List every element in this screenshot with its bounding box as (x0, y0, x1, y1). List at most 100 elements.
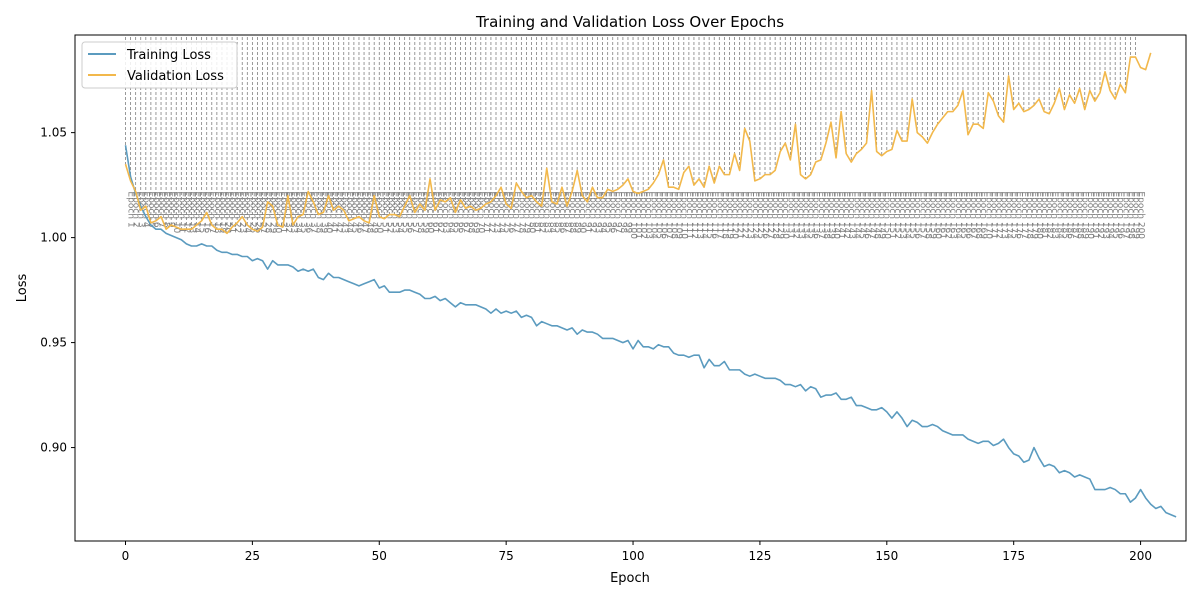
epoch-marker-label: Epoch 182 (1044, 191, 1054, 239)
epoch-marker-label: Epoch 126 (760, 191, 770, 239)
epoch-marker-label: Epoch 81 (532, 191, 542, 233)
y-axis-label: Loss (15, 274, 30, 303)
epoch-marker-label: Epoch 114 (699, 191, 709, 239)
x-axis-ticks: 0 25 50 75 100 125 150 175 200 (122, 541, 1152, 563)
x-tick-label: 100 (622, 549, 645, 563)
epoch-marker-label: Epoch 134 (801, 191, 811, 239)
epoch-marker-label: Epoch 154 (902, 191, 912, 239)
epoch-marker-label: Epoch 111 (684, 191, 694, 239)
epoch-marker-label: Epoch 4 (141, 191, 151, 227)
epoch-marker-label: Epoch 136 (811, 191, 821, 239)
epoch-marker-label: Epoch 165 (958, 191, 968, 239)
epoch-marker-label: Epoch 178 (1024, 191, 1034, 239)
epoch-marker-label: Epoch 63 (440, 191, 450, 233)
y-axis-ticks: 0.90 0.95 1.00 1.05 (40, 126, 75, 455)
epoch-marker-label: Epoch 96 (608, 191, 618, 233)
epoch-marker-label: Epoch 68 (466, 191, 476, 233)
epoch-marker-label: Epoch 164 (953, 191, 963, 239)
epoch-marker-label: Epoch 200 (1136, 191, 1146, 239)
y-tick-label: 1.05 (40, 126, 67, 140)
epoch-marker-label: Epoch 121 (735, 191, 745, 239)
epoch-marker-label: Epoch 128 (770, 191, 780, 239)
epoch-marker-label: Epoch 145 (856, 191, 866, 239)
epoch-marker-label: Epoch 142 (841, 191, 851, 239)
x-tick-label: 50 (372, 549, 387, 563)
epoch-marker-label: Epoch 161 (938, 191, 948, 239)
epoch-marker-label: Epoch 150 (882, 191, 892, 239)
epoch-marker-label: Epoch 168 (973, 191, 983, 239)
epoch-marker-label: Epoch 87 (562, 191, 572, 233)
epoch-marker-label: Epoch 101 (633, 191, 643, 239)
legend-box (81, 41, 238, 89)
epoch-marker-label: Epoch 141 (836, 191, 846, 239)
epoch-marker-label: Epoch 1 (126, 191, 136, 227)
epoch-marker-label: Epoch 103 (643, 191, 653, 239)
epoch-marker-label: Epoch 138 (821, 191, 831, 239)
epoch-marker-label: Epoch 171 (988, 191, 998, 239)
y-tick-label: 0.95 (40, 336, 67, 350)
epoch-marker-label: Epoch 62 (435, 191, 445, 233)
epoch-marker-label: Epoch 86 (557, 191, 567, 233)
epoch-marker-label: Epoch 149 (877, 191, 887, 239)
epoch-marker-label: Epoch 32 (283, 191, 293, 233)
epoch-marker-label: Epoch 71 (481, 191, 491, 233)
legend: Training Loss Validation Loss (81, 41, 238, 89)
epoch-marker-label: Epoch 104 (648, 191, 658, 239)
epoch-marker-label: Epoch 153 (897, 191, 907, 239)
epoch-marker-label: Epoch 98 (618, 191, 628, 233)
epoch-marker-label: Epoch 139 (826, 191, 836, 239)
epoch-marker-label: Epoch 167 (968, 191, 978, 239)
epoch-marker-label: Epoch 191 (1090, 191, 1100, 239)
epoch-marker-label: Epoch 175 (1009, 191, 1019, 239)
epoch-marker-label: Epoch 195 (1110, 191, 1120, 239)
x-tick-label: 150 (875, 549, 898, 563)
epoch-marker-label: Epoch 100 (628, 191, 638, 239)
epoch-marker-label: Epoch 198 (1125, 191, 1135, 239)
epoch-marker-label: Epoch 162 (943, 191, 953, 239)
x-tick-label: 175 (1002, 549, 1025, 563)
epoch-marker-label: Epoch 192 (1095, 191, 1105, 239)
epoch-marker-label: Epoch 80 (526, 191, 536, 233)
x-axis-label: Epoch (610, 571, 650, 586)
epoch-marker-label: Epoch 99 (623, 191, 633, 233)
epoch-marker-label: Epoch 77 (511, 191, 521, 233)
epoch-marker-label: Epoch 197 (1120, 191, 1130, 239)
epoch-marker-label: Epoch 37 (308, 191, 318, 233)
x-tick-label: 25 (245, 549, 260, 563)
epoch-marker-label: Epoch 79 (521, 191, 531, 233)
epoch-marker-label: Epoch 193 (1100, 191, 1110, 239)
epoch-marker-label: Epoch 190 (1085, 191, 1095, 239)
epoch-marker-label: Epoch 94 (598, 191, 608, 233)
epoch-marker-label: Epoch 199 (1130, 191, 1140, 239)
epoch-marker-label: Epoch 156 (912, 191, 922, 239)
series-line-validation-loss (124, 52, 1152, 235)
epoch-marker-label: Epoch 108 (669, 191, 679, 239)
epoch-marker-label: Epoch 179 (1029, 191, 1039, 239)
epoch-marker-label: Epoch 130 (780, 191, 790, 239)
epoch-marker-label: Epoch 69 (471, 191, 481, 233)
epoch-marker-label: Epoch 91 (582, 191, 592, 233)
epoch-marker-label: Epoch 189 (1080, 191, 1090, 239)
epoch-marker-label: Epoch 49 (369, 191, 379, 233)
epoch-marker-label: Epoch 36 (303, 191, 313, 233)
epoch-marker-label: Epoch 163 (948, 191, 958, 239)
epoch-marker-label: Epoch 135 (806, 191, 816, 239)
epoch-marker-label: Epoch 106 (658, 191, 668, 239)
epoch-marker-label: Epoch 180 (1034, 191, 1044, 239)
x-tick-label: 75 (499, 549, 514, 563)
epoch-marker-label: Epoch 73 (491, 191, 501, 233)
epoch-marker-label: Epoch 144 (851, 191, 861, 239)
epoch-marker-label: Epoch 157 (917, 191, 927, 239)
epoch-marker-label: Epoch 177 (1019, 191, 1029, 239)
epoch-marker-label: Epoch 117 (714, 191, 724, 239)
y-tick-label: 0.90 (40, 441, 67, 455)
epoch-marker-label: Epoch 43 (339, 191, 349, 233)
epoch-marker-label: Epoch 56 (405, 191, 415, 233)
epoch-marker-label: Epoch 158 (922, 191, 932, 239)
epoch-marker-label: Epoch 72 (486, 191, 496, 233)
epoch-marker-label: Epoch 127 (765, 191, 775, 239)
epoch-marker-label: Epoch 172 (993, 191, 1003, 239)
series-lines (124, 52, 1177, 518)
